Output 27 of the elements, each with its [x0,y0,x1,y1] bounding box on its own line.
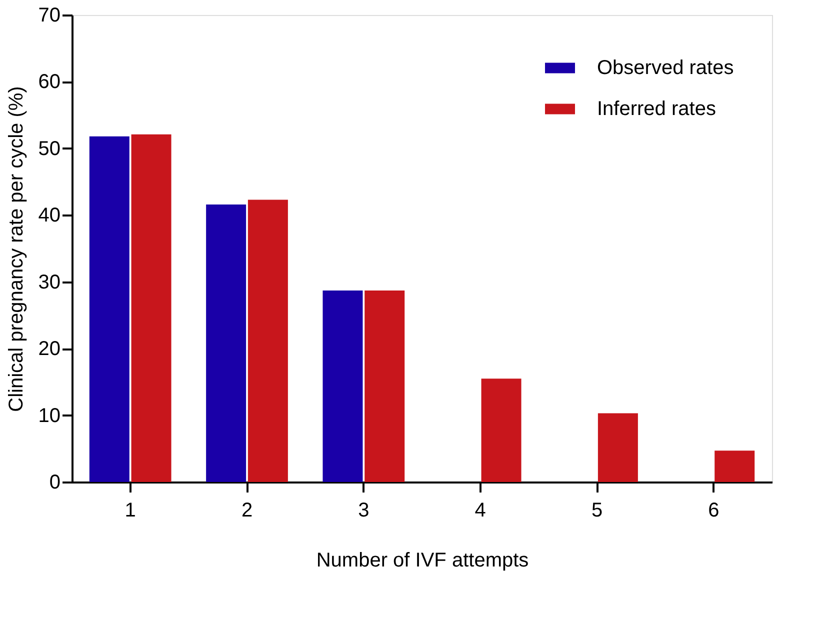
bar [598,413,638,482]
legend-label: Inferred rates [597,98,716,120]
bar [322,290,363,482]
x-axis-title: Number of IVF attempts [316,550,529,572]
y-tick-label: 40 [38,204,60,227]
x-tick-label: 2 [241,500,253,522]
y-axis-title: Clinical pregnancy rate per cycle (%) [5,86,28,412]
x-tick-label: 6 [708,500,720,522]
y-tick-label: 60 [38,71,60,94]
legend-label: Observed rates [597,57,734,79]
x-tick-label: 1 [124,500,136,522]
y-tick-label: 30 [38,271,60,294]
y-tick-label: 20 [38,338,60,360]
y-tick-label: 10 [38,404,60,427]
bar [89,136,130,482]
bar [206,204,246,482]
bar [364,290,405,482]
bar [481,378,522,482]
x-tick-label: 3 [358,500,370,522]
y-tick-label: 0 [49,472,60,494]
y-tick-label: 70 [38,4,60,26]
bar [714,450,755,482]
y-tick-label: 50 [38,138,60,160]
x-tick-label: 5 [591,500,603,522]
bar [248,200,288,482]
bar [131,134,172,482]
x-tick-label: 4 [474,500,486,522]
